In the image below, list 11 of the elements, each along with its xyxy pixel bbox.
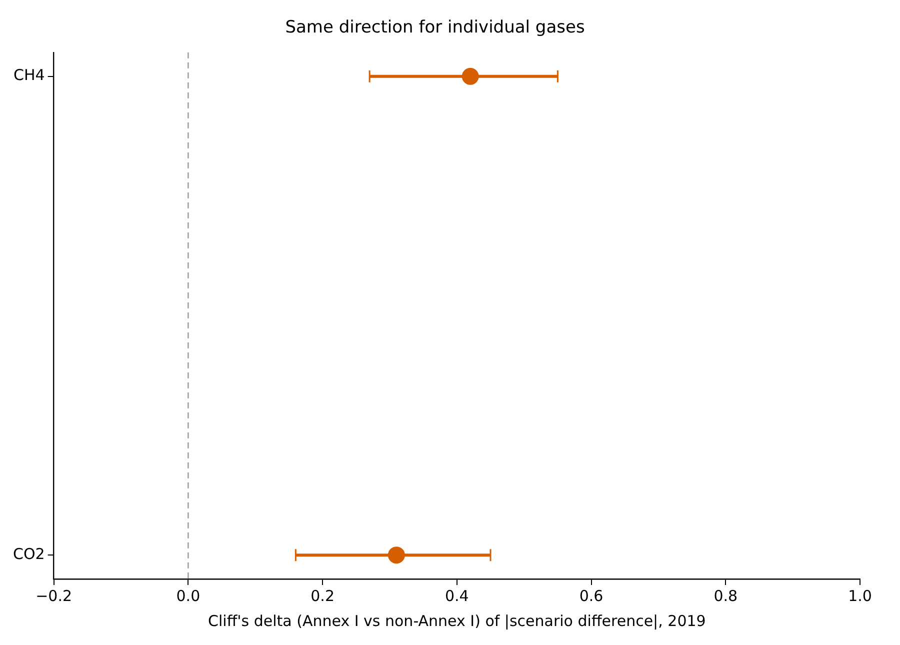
x-tick-label: 0.6 bbox=[579, 586, 604, 605]
x-tick-label: 1.0 bbox=[848, 586, 872, 605]
x-axis-title: Cliff's delta (Annex I vs non-Annex I) of |scenario difference|, 2019 bbox=[208, 612, 706, 630]
text: Same direction for individual gases bbox=[285, 18, 585, 38]
x-tick-label: 0.8 bbox=[714, 586, 738, 605]
x-tick-label: 0.0 bbox=[176, 586, 200, 605]
y-tick-label: CO2 bbox=[12, 544, 45, 563]
x-tick-label: 0.4 bbox=[444, 586, 469, 605]
x-tick-label: 0.2 bbox=[310, 586, 334, 605]
x-tick-label: −0.2 bbox=[36, 586, 72, 605]
y-tick-label: CH4 bbox=[14, 66, 45, 84]
